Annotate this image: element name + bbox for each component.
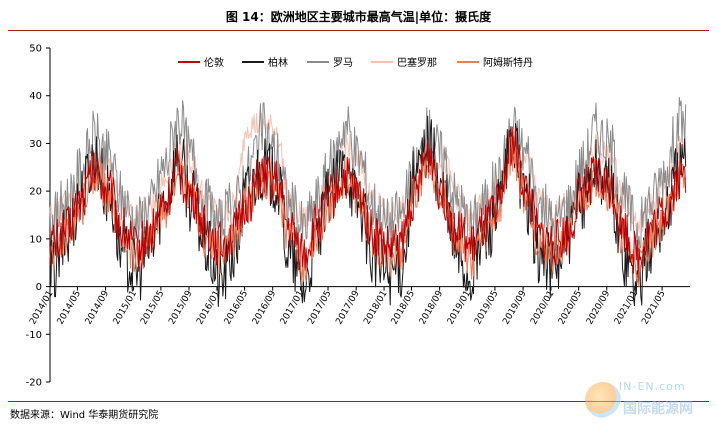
series-layer <box>49 96 687 307</box>
legend-label: 罗马 <box>333 57 353 69</box>
chart-legend: 伦敦 柏林 罗马 巴塞罗那 阿姆斯特丹 <box>178 56 533 69</box>
y-tick-label: 0 <box>36 282 42 293</box>
series-line-2 <box>49 96 687 253</box>
watermark-line1: IN-EN.com <box>619 380 686 393</box>
x-tick-label: 2020/01 <box>529 289 556 326</box>
x-tick-label: 2014/09 <box>84 289 111 327</box>
x-tick-label: 2017/09 <box>334 289 361 327</box>
y-tick-label: -10 <box>26 330 42 341</box>
x-tick-label: 2018/05 <box>390 289 417 326</box>
x-tick-label: 2020/05 <box>557 289 584 326</box>
x-tick-label: 2021/01 <box>613 289 640 326</box>
x-tick-label: 2019/01 <box>446 289 473 326</box>
legend-label: 伦敦 <box>204 56 224 69</box>
y-tick-label: 10 <box>29 234 42 245</box>
x-tick-label: 2018/09 <box>418 289 445 327</box>
x-tick-label: 2015/01 <box>112 289 139 326</box>
x-tick-label: 2015/05 <box>139 289 166 326</box>
y-tick-label: -20 <box>26 378 42 389</box>
y-tick-label: 30 <box>29 139 42 150</box>
x-tick-label: 2019/09 <box>501 289 528 327</box>
x-tick-label: 2018/01 <box>362 289 389 326</box>
y-tick-label: 50 <box>29 44 42 55</box>
figure-title: 图 14：欧洲地区主要城市最高气温|单位：摄氏度 <box>225 10 492 24</box>
y-tick-label: 40 <box>29 91 42 102</box>
x-tick-label: 2015/09 <box>167 289 194 327</box>
x-tick-label: 2017/05 <box>306 289 333 326</box>
series-line-0 <box>49 126 687 278</box>
bottom-rule <box>8 401 709 402</box>
data-source-note: 数据来源：Wind 华泰期货研究院 <box>10 410 159 421</box>
legend-label: 巴塞罗那 <box>397 56 437 69</box>
x-tick-label: 2019/05 <box>473 289 500 326</box>
x-tick-label: 2016/05 <box>223 289 250 326</box>
legend-label: 柏林 <box>268 56 288 69</box>
top-rule <box>8 30 709 31</box>
site-watermark: IN-EN.com 国际能源网 <box>585 378 705 424</box>
legend-label: 阿姆斯特丹 <box>483 56 533 69</box>
x-tick-label: 2021/05 <box>640 289 667 326</box>
watermark-line2: 国际能源网 <box>623 401 693 417</box>
x-tick-label: 2014/01 <box>28 289 55 326</box>
x-tick-label: 2014/05 <box>56 289 83 326</box>
x-tick-label: 2020/09 <box>585 289 612 327</box>
x-tick-label: 2016/09 <box>251 289 278 327</box>
y-tick-label: 20 <box>29 187 42 198</box>
watermark-logo-icon <box>585 382 621 418</box>
